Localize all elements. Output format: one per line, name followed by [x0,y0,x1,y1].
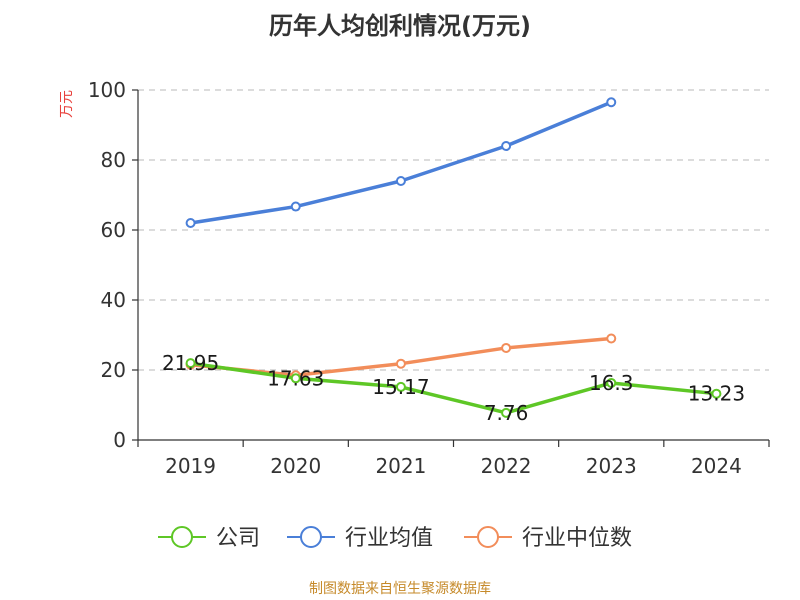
y-tick-label: 20 [101,358,126,382]
source-note: 制图数据来自恒生聚源数据库 [309,581,491,597]
axes: 0 20 40 60 80 100 2019 2020 2021 2022 2023 2024 [88,78,770,478]
data-label: 7.76 [484,401,529,425]
data-labels: 21.95 17.63 15.17 7.76 16.3 13.23 [162,351,745,425]
y-tick-label: 40 [101,288,126,312]
legend-marker-1 [300,526,322,548]
data-point [290,373,301,384]
data-point [606,377,617,388]
data-point [501,342,512,353]
data-point [606,333,617,344]
grid-lines [138,89,769,371]
legend-label-2: 行业中位数 [522,526,632,551]
data-label: 16.3 [589,371,634,395]
data-label: 17.63 [267,366,324,390]
legend-label-1: 行业均值 [345,526,433,551]
x-tick-label: 2022 [481,454,532,478]
chart-title: 历年人均创利情况(万元) [269,12,531,40]
data-label: 21.95 [162,351,219,375]
data-point [395,358,406,369]
legend-marker-0 [171,526,193,548]
data-point [290,201,301,212]
legend-marker-2 [477,526,499,548]
legend-label-0: 公司 [216,526,260,551]
series-line-0 [190,361,717,415]
y-tick-label: 60 [101,218,126,242]
y-tick-label: 100 [88,78,126,102]
data-point [501,407,512,418]
data-point [185,358,196,369]
y-tick-label: 0 [113,428,126,452]
data-label: 15.17 [372,375,429,399]
x-tick-label: 2021 [375,454,426,478]
data-point [395,176,406,186]
x-tick-label: 2020 [270,454,321,478]
x-tick-label: 2019 [165,454,216,478]
data-label: 13.23 [688,382,745,406]
series-line-1 [190,100,612,225]
y-tick-label: 80 [101,148,126,172]
x-tick-label: 2024 [691,454,742,478]
data-point [711,388,722,399]
data-point [501,141,512,151]
data-points [185,97,722,418]
data-point [395,381,406,392]
data-point [606,97,617,108]
data-point [185,218,196,228]
x-tick-label: 2023 [586,454,637,478]
legend: 公司 行业均值 行业中位数 [158,526,632,551]
